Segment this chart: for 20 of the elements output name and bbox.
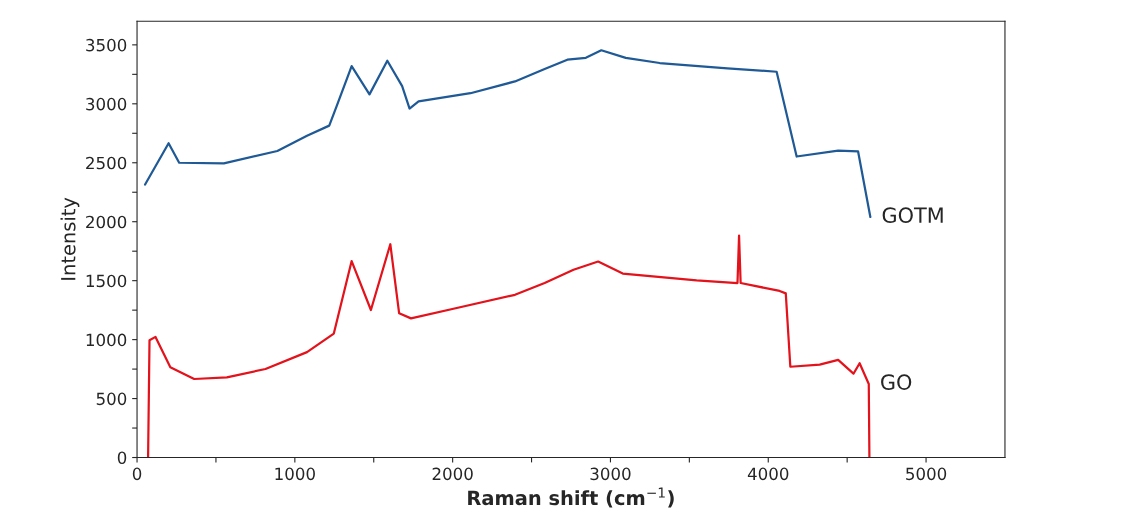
y-tick-label: 500 xyxy=(96,392,127,406)
x-tick-label: 1000 xyxy=(275,467,315,481)
line-series xyxy=(146,234,871,458)
x-tick-label: 4000 xyxy=(747,467,789,481)
annotation: GOTM xyxy=(882,207,943,224)
y-tick-label: 0 xyxy=(117,451,127,465)
annotation: GO xyxy=(881,374,912,390)
y-tick-label: 2500 xyxy=(86,156,127,170)
y-tick-label: 2000 xyxy=(86,215,127,229)
y-tick-label: 3500 xyxy=(86,38,127,52)
y-tick-label: 1000 xyxy=(86,333,127,347)
line-series xyxy=(143,49,872,219)
y-tick-label: 3000 xyxy=(86,97,127,111)
x-tick-label: 0 xyxy=(132,467,142,481)
x-axis-title: Raman shift (cm$^{−1}$) xyxy=(468,487,674,508)
y-tick-label: 1500 xyxy=(86,274,127,288)
y-axis-title: Intensity xyxy=(60,197,80,280)
x-tick-label: 5000 xyxy=(906,467,947,481)
x-tick-label: 3000 xyxy=(590,467,631,481)
x-tick-label: 2000 xyxy=(432,467,473,481)
